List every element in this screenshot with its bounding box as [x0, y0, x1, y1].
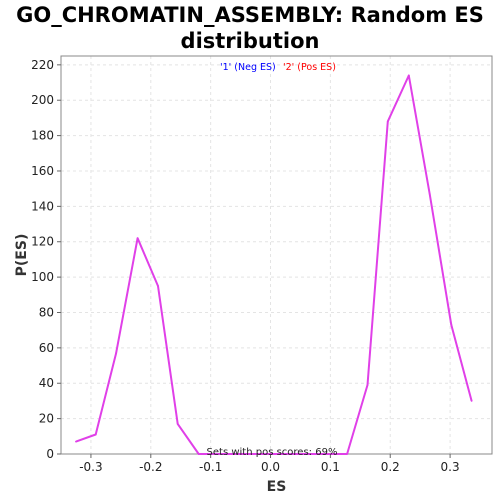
- y-tick-label: 40: [39, 376, 54, 390]
- data-point: [176, 423, 179, 425]
- x-tick-label: -0.2: [139, 460, 162, 474]
- y-tick-label: 180: [31, 129, 54, 143]
- data-point: [258, 453, 261, 455]
- data-point: [299, 453, 302, 455]
- y-tick-label: 60: [39, 341, 54, 355]
- x-tick-label: 0.3: [441, 460, 460, 474]
- chart-title: GO_CHROMATIN_ASSEMBLY: Random ES distrib…: [0, 2, 500, 54]
- y-tick-label: 0: [46, 447, 54, 461]
- data-point: [115, 352, 117, 355]
- series: [75, 74, 473, 455]
- y-tick-label: 160: [31, 164, 54, 178]
- legend-pos-es: '2' (Pos ES): [283, 62, 336, 73]
- data-point: [279, 453, 282, 455]
- x-axis-title: ES: [267, 479, 287, 495]
- data-point: [218, 453, 220, 455]
- data-point: [94, 433, 97, 436]
- x-tick-label: 0.2: [381, 460, 400, 474]
- legend-neg-es: '1' (Neg ES): [220, 62, 276, 73]
- y-tick-label: 140: [31, 199, 54, 213]
- data-point: [450, 323, 453, 326]
- x-tick-label: 0.1: [321, 460, 340, 474]
- data-point: [428, 193, 431, 195]
- y-tick-label: 20: [39, 412, 54, 426]
- y-tick-label: 80: [39, 305, 54, 319]
- y-axis-title: P(ES): [14, 234, 30, 277]
- y-tick-label: 220: [31, 58, 54, 72]
- data-point: [238, 453, 241, 455]
- chart-title-line2: distribution: [180, 29, 320, 53]
- y-tick-label: 120: [31, 235, 54, 249]
- y-tick-label: 100: [31, 270, 54, 284]
- data-point: [470, 400, 473, 402]
- data-point: [136, 237, 139, 240]
- data-point: [366, 384, 369, 386]
- data-point: [197, 453, 200, 455]
- data-point: [346, 453, 349, 455]
- x-tick-label: -0.3: [79, 460, 102, 474]
- x-tick-label: 0.0: [261, 460, 280, 474]
- grid: [61, 56, 492, 455]
- data-point: [157, 285, 159, 287]
- plot-area: [60, 55, 493, 455]
- pos-scores-annotation: Sets with pos scores: 69%: [207, 447, 338, 458]
- x-tick-label: -0.1: [199, 460, 222, 474]
- chart-title-line1: GO_CHROMATIN_ASSEMBLY: Random ES: [16, 3, 484, 27]
- axes: -0.3 -0.2 -0.1 0.0 0.1 0.2 0.3 0 20 40 60 80 100 120 1…: [31, 58, 460, 474]
- density-line: [75, 74, 473, 455]
- data-point: [75, 440, 77, 443]
- y-tick-label: 200: [31, 93, 54, 107]
- data-point: [319, 453, 322, 455]
- data-point: [386, 120, 389, 123]
- data-point: [407, 74, 410, 77]
